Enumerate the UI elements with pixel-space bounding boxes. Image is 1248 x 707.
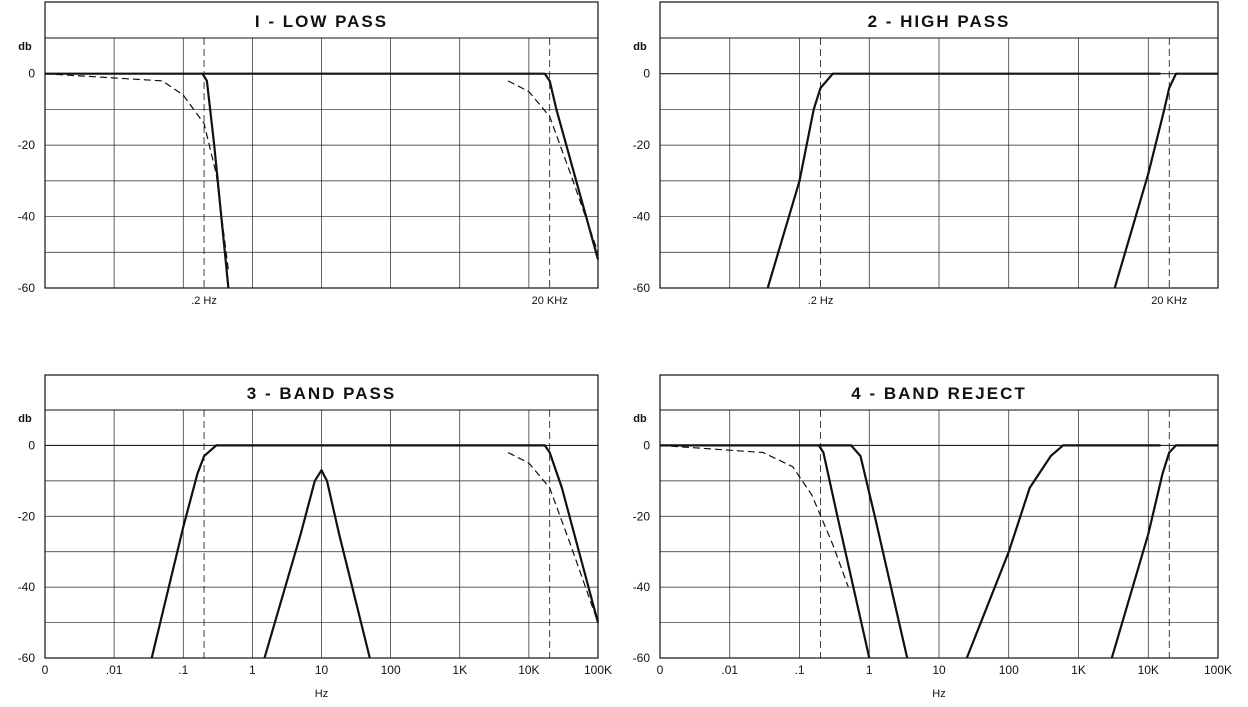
chart-title: 3 - BAND PASS <box>247 384 396 403</box>
y-tick-label: -40 <box>18 210 36 224</box>
x-tick-label: 1K <box>452 663 467 677</box>
x-tick-label: .1 <box>794 663 804 677</box>
response-curve-dashed <box>507 80 599 253</box>
x-tick-label: 10K <box>518 663 539 677</box>
x-tick-label: 10K <box>1138 663 1159 677</box>
x-tick-label: .01 <box>106 663 123 677</box>
chart-title: 4 - BAND REJECT <box>851 384 1026 403</box>
x-tick-label: 100 <box>999 663 1019 677</box>
x-tick-label: 1K <box>1071 663 1086 677</box>
y-tick-label: -20 <box>18 509 36 523</box>
response-curve <box>1110 444 1218 659</box>
x-tick-label: 100K <box>1204 663 1232 677</box>
x-tick-label: 100 <box>381 663 401 677</box>
chart-panel-1: I - LOW PASS db 0 -20 -40 -60 .2 Hz 20 KHz <box>18 1 600 307</box>
y-axis-label: db <box>18 41 32 53</box>
response-curve <box>660 444 871 659</box>
y-tick-label: -40 <box>633 580 651 594</box>
response-curve <box>1113 72 1218 289</box>
y-axis-label: db <box>633 413 647 425</box>
x-tick-label: 0 <box>657 663 664 677</box>
x-tick-label: 1 <box>866 663 873 677</box>
x-tick-label: .1 <box>178 663 188 677</box>
y-tick-label: -60 <box>18 281 36 295</box>
y-tick-label: -20 <box>633 138 651 152</box>
y-tick-label: -40 <box>633 210 651 224</box>
chart-title: I - LOW PASS <box>255 12 388 31</box>
x-tick-label: 10 <box>315 663 329 677</box>
y-tick-label: 0 <box>643 438 650 452</box>
y-tick-label: -60 <box>633 281 651 295</box>
chart-title: 2 - HIGH PASS <box>868 12 1011 31</box>
y-tick-label: -20 <box>18 138 36 152</box>
x-tick-label: 20 KHz <box>532 295 568 307</box>
chart-panel-4: 4 - BAND REJECT db 0 -20 -40 -60 0 .01 .1 1 10 100 1… <box>633 374 1232 700</box>
y-axis-label: db <box>18 413 32 425</box>
response-curve <box>202 72 600 260</box>
y-tick-label: -60 <box>633 651 651 665</box>
y-tick-label: 0 <box>643 67 650 81</box>
response-curve-dashed <box>44 73 229 271</box>
x-tick-label: .2 Hz <box>191 295 217 307</box>
y-tick-label: -20 <box>633 509 651 523</box>
response-curve <box>965 444 1161 659</box>
x-tick-label: 20 KHz <box>1151 295 1187 307</box>
response-curve <box>263 469 371 659</box>
x-tick-label: 100K <box>584 663 612 677</box>
y-tick-label: -40 <box>18 580 36 594</box>
y-tick-label: -60 <box>18 651 36 665</box>
x-tick-label: .2 Hz <box>808 295 834 307</box>
chart-panel-3: 3 - BAND PASS db 0 -20 -40 -60 0 .01 .1 1 10 100 1K 1… <box>18 374 612 700</box>
x-tick-label: 0 <box>42 663 49 677</box>
x-tick-label: 10 <box>932 663 946 677</box>
x-tick-label: 1 <box>249 663 256 677</box>
response-curve <box>150 444 600 659</box>
response-curve <box>818 444 909 659</box>
x-axis-label: Hz <box>315 688 328 700</box>
y-tick-label: 0 <box>28 438 35 452</box>
response-curve <box>766 72 1161 289</box>
x-axis-label: Hz <box>932 688 945 700</box>
y-axis-label: db <box>633 41 647 53</box>
chart-panel-2: 2 - HIGH PASS db 0 -20 -40 -60 .2 Hz 20 KHz <box>633 1 1219 307</box>
y-tick-label: 0 <box>28 67 35 81</box>
response-curve-dashed <box>659 444 849 588</box>
x-tick-label: .01 <box>721 663 738 677</box>
response-curve-dashed <box>507 451 599 623</box>
